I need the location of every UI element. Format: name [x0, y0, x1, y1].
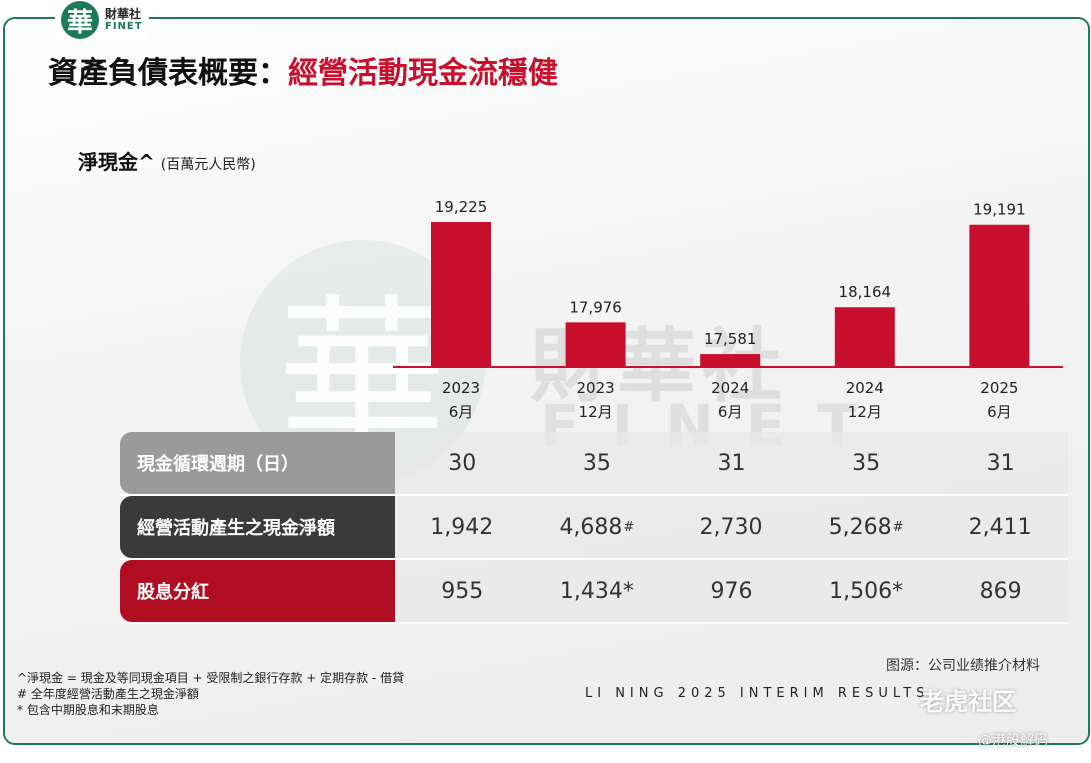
brand-name-en: FINET	[105, 21, 143, 32]
row-label: 股息分紅	[120, 560, 395, 622]
x-tick-label-month: 6月	[449, 403, 474, 421]
footnote: ^淨現金 = 現金及等同現金項目 + 受限制之銀行存款 + 定期存款 - 借貸	[17, 671, 405, 685]
footnotes: ^淨現金 = 現金及等同現金項目 + 受限制之銀行存款 + 定期存款 - 借貸 …	[17, 670, 404, 718]
data-label: 17,581	[704, 330, 757, 348]
data-label: 18,164	[839, 283, 892, 301]
chart-unit: (百萬元人民幣)	[160, 157, 256, 173]
bar	[700, 354, 761, 367]
footnote: * 包含中期股息和末期股息	[17, 703, 159, 717]
table-cell: 976	[710, 578, 753, 604]
title-highlight: 經營活動現金流穩健	[288, 56, 558, 91]
brand-logo: 華 財華社 FINET	[55, 0, 149, 40]
table-row: 現金循環週期（日） 30 35 31 35 31	[120, 432, 1068, 496]
table-cell: 31	[717, 450, 746, 476]
table-cell: 1,434*	[559, 578, 634, 604]
table-cell: 35	[852, 450, 881, 476]
chart-subtitle: 淨現金^ (百萬元人民幣)	[78, 146, 256, 175]
x-tick-label-year: 2025	[980, 379, 1018, 397]
data-label: 19,191	[973, 201, 1026, 219]
x-tick-label-year: 2023	[577, 379, 615, 397]
footnote: # 全年度經營活動產生之現金淨額	[17, 687, 199, 701]
title-main: 資產負債表概要：	[48, 56, 288, 91]
metrics-table: 現金循環週期（日） 30 35 31 35 31 經營活動產生之現金淨額 1,9…	[120, 432, 1068, 624]
table-cell: 30	[448, 450, 477, 476]
x-tick-label-month: 6月	[718, 403, 743, 421]
tiger-community-watermark: 老虎社区	[920, 688, 1016, 716]
x-tick-label-month: 12月	[848, 403, 882, 421]
x-tick-label-year: 2024	[711, 379, 749, 397]
table-cell: 1,942	[430, 514, 494, 540]
footer-text: LI NING 2025 INTERIM RESULTS	[585, 686, 930, 701]
page-title: 資產負債表概要：經營活動現金流穩健	[48, 48, 558, 92]
table-cell: 5,268 #	[828, 514, 904, 540]
table-row: 股息分紅 955 1,434* 976 1,506* 869	[120, 560, 1068, 624]
table-row: 經營活動產生之現金淨額 1,942 4,688 # 2,730 5,268 # 2,…	[120, 496, 1068, 560]
table-cell: 1,506*	[829, 578, 904, 604]
x-tick-label-year: 2023	[442, 379, 480, 397]
x-tick-label-year: 2024	[846, 379, 884, 397]
account-handle-watermark: @港股解码	[978, 733, 1048, 749]
table-cell: 869	[979, 578, 1022, 604]
table-cell: 955	[441, 578, 484, 604]
chart-title: 淨現金^	[78, 150, 155, 174]
bar	[431, 222, 491, 367]
brand-name-cn: 財華社	[105, 7, 142, 21]
table-cell: 4,688 #	[559, 514, 635, 540]
data-label: 17,976	[569, 298, 622, 316]
x-tick-label-month: 6月	[987, 403, 1012, 421]
bar	[834, 307, 895, 367]
row-label: 經營活動產生之現金淨額	[120, 496, 395, 558]
brand-mark-icon: 華	[61, 1, 99, 39]
bar	[565, 322, 626, 367]
row-label: 現金循環週期（日）	[120, 432, 395, 494]
table-cell: 2,411	[968, 514, 1032, 540]
table-cell: 31	[986, 450, 1015, 476]
source-caption: 图源：公司业绩推介材料	[886, 658, 1040, 674]
table-cell: 35	[582, 450, 611, 476]
table-cell: 2,730	[699, 514, 763, 540]
x-tick-label-month: 12月	[579, 403, 613, 421]
bar	[969, 224, 1030, 367]
data-label: 19,225	[435, 198, 488, 216]
